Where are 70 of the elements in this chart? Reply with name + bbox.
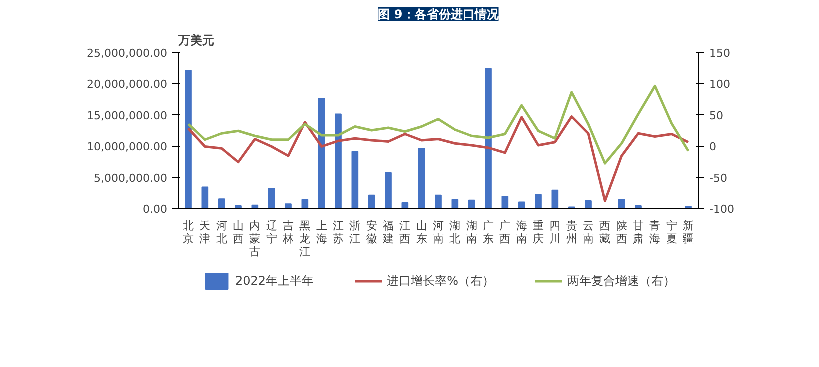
x-tick-label: 安徽: [366, 220, 378, 246]
x-tick-label: 浙江: [350, 220, 361, 246]
bar: [468, 200, 476, 208]
bar: [335, 114, 342, 208]
bar: [585, 200, 592, 208]
x-tick-label: 海南: [516, 220, 528, 246]
x-tick-label: 吉林: [282, 220, 294, 246]
legend-label: 两年复合增速（右）: [567, 272, 676, 290]
bar: [552, 190, 559, 208]
bar: [218, 198, 226, 208]
x-tick-label: 山西: [233, 220, 244, 246]
y-tick-label: 10,000,000.00: [87, 140, 168, 154]
line-series: [187, 84, 690, 165]
bar: [418, 148, 426, 208]
x-tick-label: 云南: [583, 220, 594, 246]
x-tick-label: 福建: [382, 220, 394, 246]
chart-title: 图 9：各省份进口情况: [378, 8, 500, 22]
x-tick-label: 甘肃: [633, 220, 644, 246]
bar: [352, 151, 359, 208]
bar: [285, 204, 292, 208]
x-tick-label: 内蒙古: [250, 220, 261, 258]
x-tick-label: 北京: [183, 220, 194, 246]
y2-tick-label: 100: [710, 78, 730, 92]
bar: [485, 68, 492, 208]
x-tick-label: 湖南: [466, 220, 478, 246]
x-tick-label: 湖北: [450, 220, 461, 246]
legend-label: 2022年上半年: [236, 272, 314, 290]
y2-tick-label: 50: [710, 109, 724, 122]
y2-tick-label: 150: [710, 47, 730, 60]
line-series: [187, 116, 690, 202]
x-tick-label: 辽宁: [266, 220, 278, 246]
x-tick-label: 江西: [400, 220, 411, 246]
x-tick-label: 江苏: [333, 220, 344, 246]
x-tick-label: 河北: [216, 220, 228, 246]
x-tick-label: 西藏: [600, 220, 611, 246]
y-tick-label: 25,000,000.00: [87, 47, 168, 60]
y2-tick-label: -100: [710, 203, 734, 216]
legend-label: 进口增长率%（右）: [387, 272, 494, 290]
bar: [618, 199, 626, 208]
x-tick-label: 陕西: [616, 220, 628, 246]
bar: [502, 196, 509, 208]
x-tick-label: 黑龙江: [300, 220, 311, 258]
y-tick-label: 20,000,000.00: [87, 78, 168, 92]
y2-tick-label: -50: [710, 172, 728, 185]
bar: [185, 70, 192, 208]
x-tick-label: 上海: [316, 220, 328, 246]
x-tick-label: 山东: [416, 220, 428, 246]
x-tick-label: 广西: [500, 220, 511, 246]
bar: [202, 186, 209, 208]
x-tick-label: 宁夏: [666, 220, 678, 246]
x-tick-label: 青海: [650, 220, 661, 246]
bar: [268, 188, 276, 208]
bar: [368, 194, 376, 208]
x-tick-label: 天津: [200, 220, 211, 246]
bar: [435, 194, 442, 208]
x-tick-label: 四川: [550, 220, 561, 246]
y-tick-label: 5,000,000.00: [94, 172, 168, 185]
x-tick-label: 贵州: [566, 220, 578, 246]
y2-tick-label: 0: [710, 140, 716, 154]
bar: [385, 172, 392, 208]
x-tick-label: 河南: [433, 220, 444, 246]
x-tick-label: 新疆: [683, 220, 694, 246]
x-tick-label: 重庆: [533, 220, 544, 246]
y-tick-label: 0.00: [143, 203, 168, 216]
bar: [535, 194, 542, 208]
y-tick-label: 15,000,000.00: [87, 109, 168, 122]
x-tick-label: 广东: [483, 220, 494, 246]
bar: [518, 202, 526, 208]
bar: [318, 98, 326, 208]
y-axis-title: 万美元: [178, 34, 214, 48]
